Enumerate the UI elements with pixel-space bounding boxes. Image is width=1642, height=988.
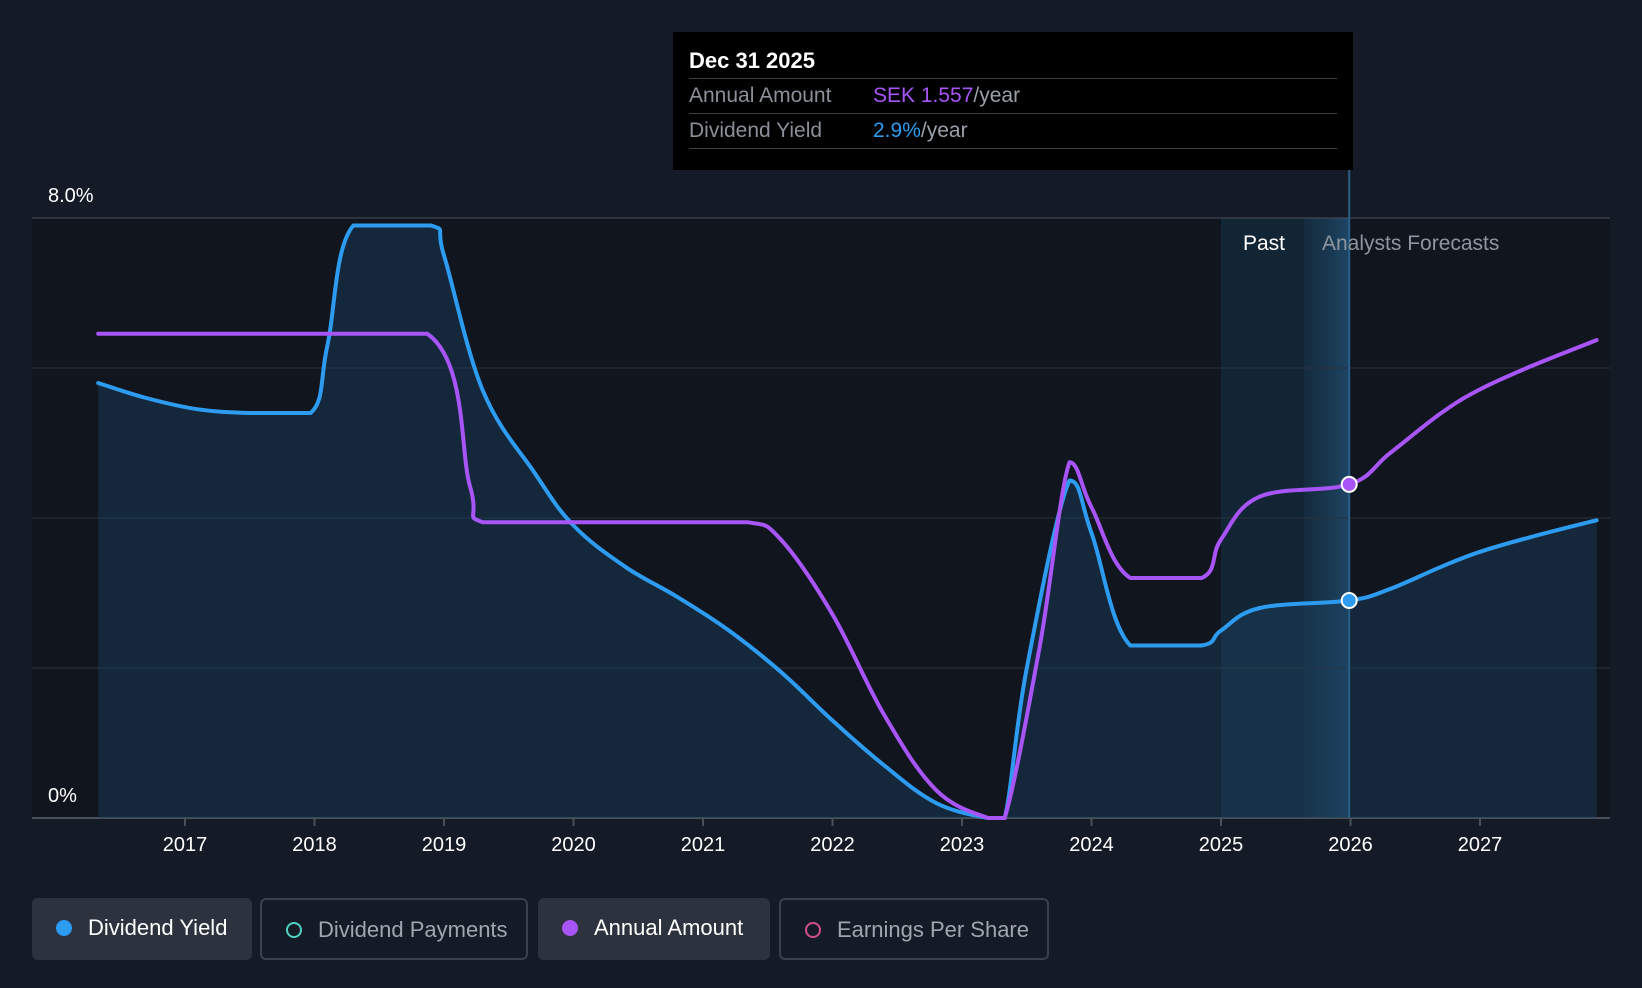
- tooltip-value: SEK 1.557: [873, 84, 974, 107]
- x-tick-label-2017: 2017: [163, 834, 208, 856]
- dividend-payments-dot-icon: [286, 922, 302, 938]
- tooltip-row-annual-amount: Annual Amount SEK 1.557/year: [689, 78, 1337, 113]
- x-tick-label-2023: 2023: [940, 834, 985, 856]
- tooltip-row-dividend-yield: Dividend Yield 2.9%/year: [689, 113, 1337, 149]
- x-tick-label-2025: 2025: [1199, 834, 1244, 856]
- x-tick-label-2020: 2020: [551, 834, 596, 856]
- annual-amount-point[interactable]: [1340, 475, 1358, 493]
- legend-label: Earnings Per Share: [837, 917, 1029, 942]
- x-tick-label-2021: 2021: [681, 834, 726, 856]
- tooltip-label: Dividend Yield: [689, 119, 823, 142]
- x-tick-label-2018: 2018: [292, 834, 337, 856]
- y-tick-label-top: 8.0%: [48, 185, 94, 207]
- dividend-yield-point[interactable]: [1340, 592, 1358, 609]
- x-tick-label-2019: 2019: [422, 834, 467, 856]
- dividend-yield-line: [96, 223, 1599, 820]
- y-tick-label-bottom: 0%: [48, 785, 77, 807]
- x-tick-label-2027: 2027: [1458, 834, 1503, 856]
- legend-dividend-payments[interactable]: Dividend Payments: [260, 898, 528, 960]
- x-tick-label-2022: 2022: [810, 834, 855, 856]
- tooltip-value: 2.9%: [873, 119, 921, 142]
- forecast-label: Analysts Forecasts: [1322, 232, 1499, 255]
- legend-label: Annual Amount: [594, 915, 744, 940]
- legend-earnings-per-share[interactable]: Earnings Per Share: [779, 898, 1049, 960]
- annual-amount-dot-icon: [562, 920, 578, 936]
- dividend-yield-area: [98, 225, 1597, 818]
- tooltip-unit: /year: [920, 119, 968, 142]
- legend-annual-amount[interactable]: Annual Amount: [538, 898, 770, 960]
- tooltip-label: Annual Amount: [689, 84, 832, 107]
- dividend-yield-dot-icon: [56, 920, 72, 936]
- tooltip: Dec 31 2025 Annual Amount SEK 1.557/year…: [673, 32, 1353, 170]
- legend-label: Dividend Payments: [318, 917, 508, 942]
- legend-dividend-yield[interactable]: Dividend Yield: [32, 898, 252, 960]
- tooltip-unit: /year: [973, 84, 1021, 107]
- x-tick-label-2026: 2026: [1328, 834, 1373, 856]
- earnings-per-share-dot-icon: [805, 922, 821, 938]
- legend-label: Dividend Yield: [88, 915, 228, 940]
- x-tick-label-2024: 2024: [1069, 834, 1114, 856]
- tooltip-date: Dec 31 2025: [689, 48, 815, 73]
- past-label: Past: [1243, 232, 1285, 255]
